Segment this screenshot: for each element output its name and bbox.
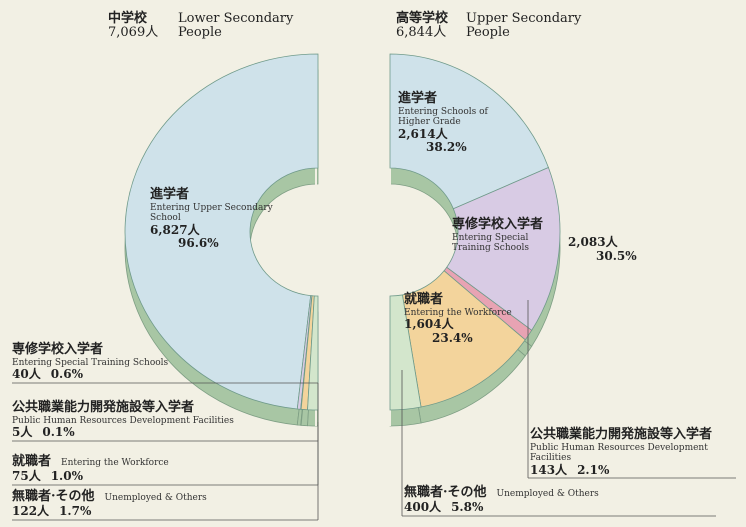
slice [307,295,319,411]
value-row: 400人 5.8% [404,499,724,515]
value-row: 5人 0.1% [12,425,312,440]
percent-label: 0.1% [42,425,75,440]
slice-label: 進学者 Entering Schools of Higher Grade 2,614… [398,91,518,156]
label-row: 就職者 Entering the Workforce [12,454,312,470]
value-row: 122人 1.7% [12,503,312,519]
value-row: 2,083人 30.5% [568,235,648,264]
slice-label: 専修学校入学者 Entering Special Training Schools… [12,342,312,382]
percent-label: 1.7% [59,503,92,518]
value-label: 2,083人 [568,235,618,249]
slice-name-en: Public Human Resources Development Facil… [530,442,708,464]
slice [124,53,319,410]
label-row: 無職者·その他 Unemployed & Others [12,489,312,505]
slice-label: 無職者·その他 Unemployed & Others 400人 5.8% [404,485,724,515]
slice-name: 進学者 [150,187,190,202]
percent-label: 0.6% [50,367,83,382]
value-label: 5人 [12,425,33,440]
percent-label: 96.6% [178,236,219,251]
slice [389,294,422,411]
percent-label: 38.2% [426,140,467,155]
value-label: 75人 [12,468,41,483]
slice-label: 進学者 Entering Upper Secondary School 6,827人… [150,187,280,252]
slice-name: 無職者·その他 [404,485,487,500]
chart-subtitle: Upper Secondary [466,11,582,26]
slice-name-en: Unemployed & Others [496,489,599,499]
slice-name-en: Entering Upper Secondary School [150,202,273,224]
slice-name-en: Entering Special Training Schools [12,357,169,368]
value-row: 6,827人 96.6% [150,222,280,252]
slice-name-en: Entering the Workforce [404,307,512,318]
value-label: 400人 [404,499,442,514]
rim-edge [389,54,391,426]
slice-name-en: Public Human Resources Development Facil… [12,415,234,426]
value-label: 6,827人 [150,222,200,237]
slice-name-en: Entering Schools of Higher Grade [398,106,488,128]
total-unit: People [466,25,510,41]
header-row: 高等学校 Upper Secondary [396,11,582,26]
header-row: 6,844人 People [396,25,581,41]
value-row: 1,604人 23.4% [404,317,514,346]
header-row: 中学校 Lower Secondary [108,11,294,26]
slice-name: 専修学校入学者 [12,342,104,357]
slice-name: 進学者 [398,91,438,106]
slice-name-en: Entering Special Training Schools [452,232,529,254]
chart-title: 高等学校 [396,11,449,26]
total-label: 6,844人 [396,25,447,41]
slice [446,166,561,331]
slice-name: 無職者·その他 [12,489,95,504]
chart-header: 中学校 Lower Secondary 7,069人 People [108,11,294,41]
slice-label: 公共職業能力開発施設等入学者 Public Human Resources Dev… [12,400,312,440]
percent-label: 2.1% [577,462,610,477]
slice-label: 就職者 Entering the Workforce 75人 1.0% [12,454,312,484]
slice-name-en: Entering the Workforce [61,458,169,468]
rim-edge [315,54,317,426]
slice-name: 公共職業能力開発施設等入学者 [530,427,713,442]
slice-name: 専修学校入学者 [452,217,544,232]
header-row: 7,069人 People [108,25,293,41]
slice-name: 就職者 [12,454,52,469]
slice-name: 公共職業能力開発施設等入学者 [12,400,195,415]
slice-value-label: 2,083人 30.5% [568,235,648,264]
value-row: 75人 1.0% [12,468,312,484]
slice-label: 就職者 Entering the Workforce 1,604人 23.4% [404,292,514,346]
value-label: 2,614人 [398,126,448,141]
value-label: 40人 [12,367,41,382]
value-label: 1,604人 [404,317,454,332]
slice-label: 無職者·その他 Unemployed & Others 122人 1.7% [12,489,312,519]
value-label: 143人 [530,462,568,477]
percent-label: 5.8% [451,499,484,514]
slice-name-en: Unemployed & Others [104,493,207,503]
value-label: 122人 [12,503,50,518]
value-row: 143人 2.1% [530,462,744,478]
chart-title: 中学校 [108,11,148,26]
total-label: 7,069人 [108,25,159,41]
percent-label: 1.0% [50,468,83,483]
slice-label: 公共職業能力開発施設等入学者 Public Human Resources Dev… [530,427,744,478]
slice-name: 就職者 [404,292,444,307]
slice-label: 専修学校入学者 Entering Special Training Schools [452,217,552,254]
percent-label: 30.5% [596,248,637,263]
chart-header: 高等学校 Upper Secondary 6,844人 People [396,11,582,41]
percent-label: 23.4% [432,331,473,346]
value-row: 2,614人 38.2% [398,126,518,156]
label-row: 無職者·その他 Unemployed & Others [404,485,724,501]
chart-subtitle: Lower Secondary [178,11,294,26]
slice [389,53,549,210]
value-row: 40人 0.6% [12,367,312,382]
total-unit: People [178,25,222,41]
